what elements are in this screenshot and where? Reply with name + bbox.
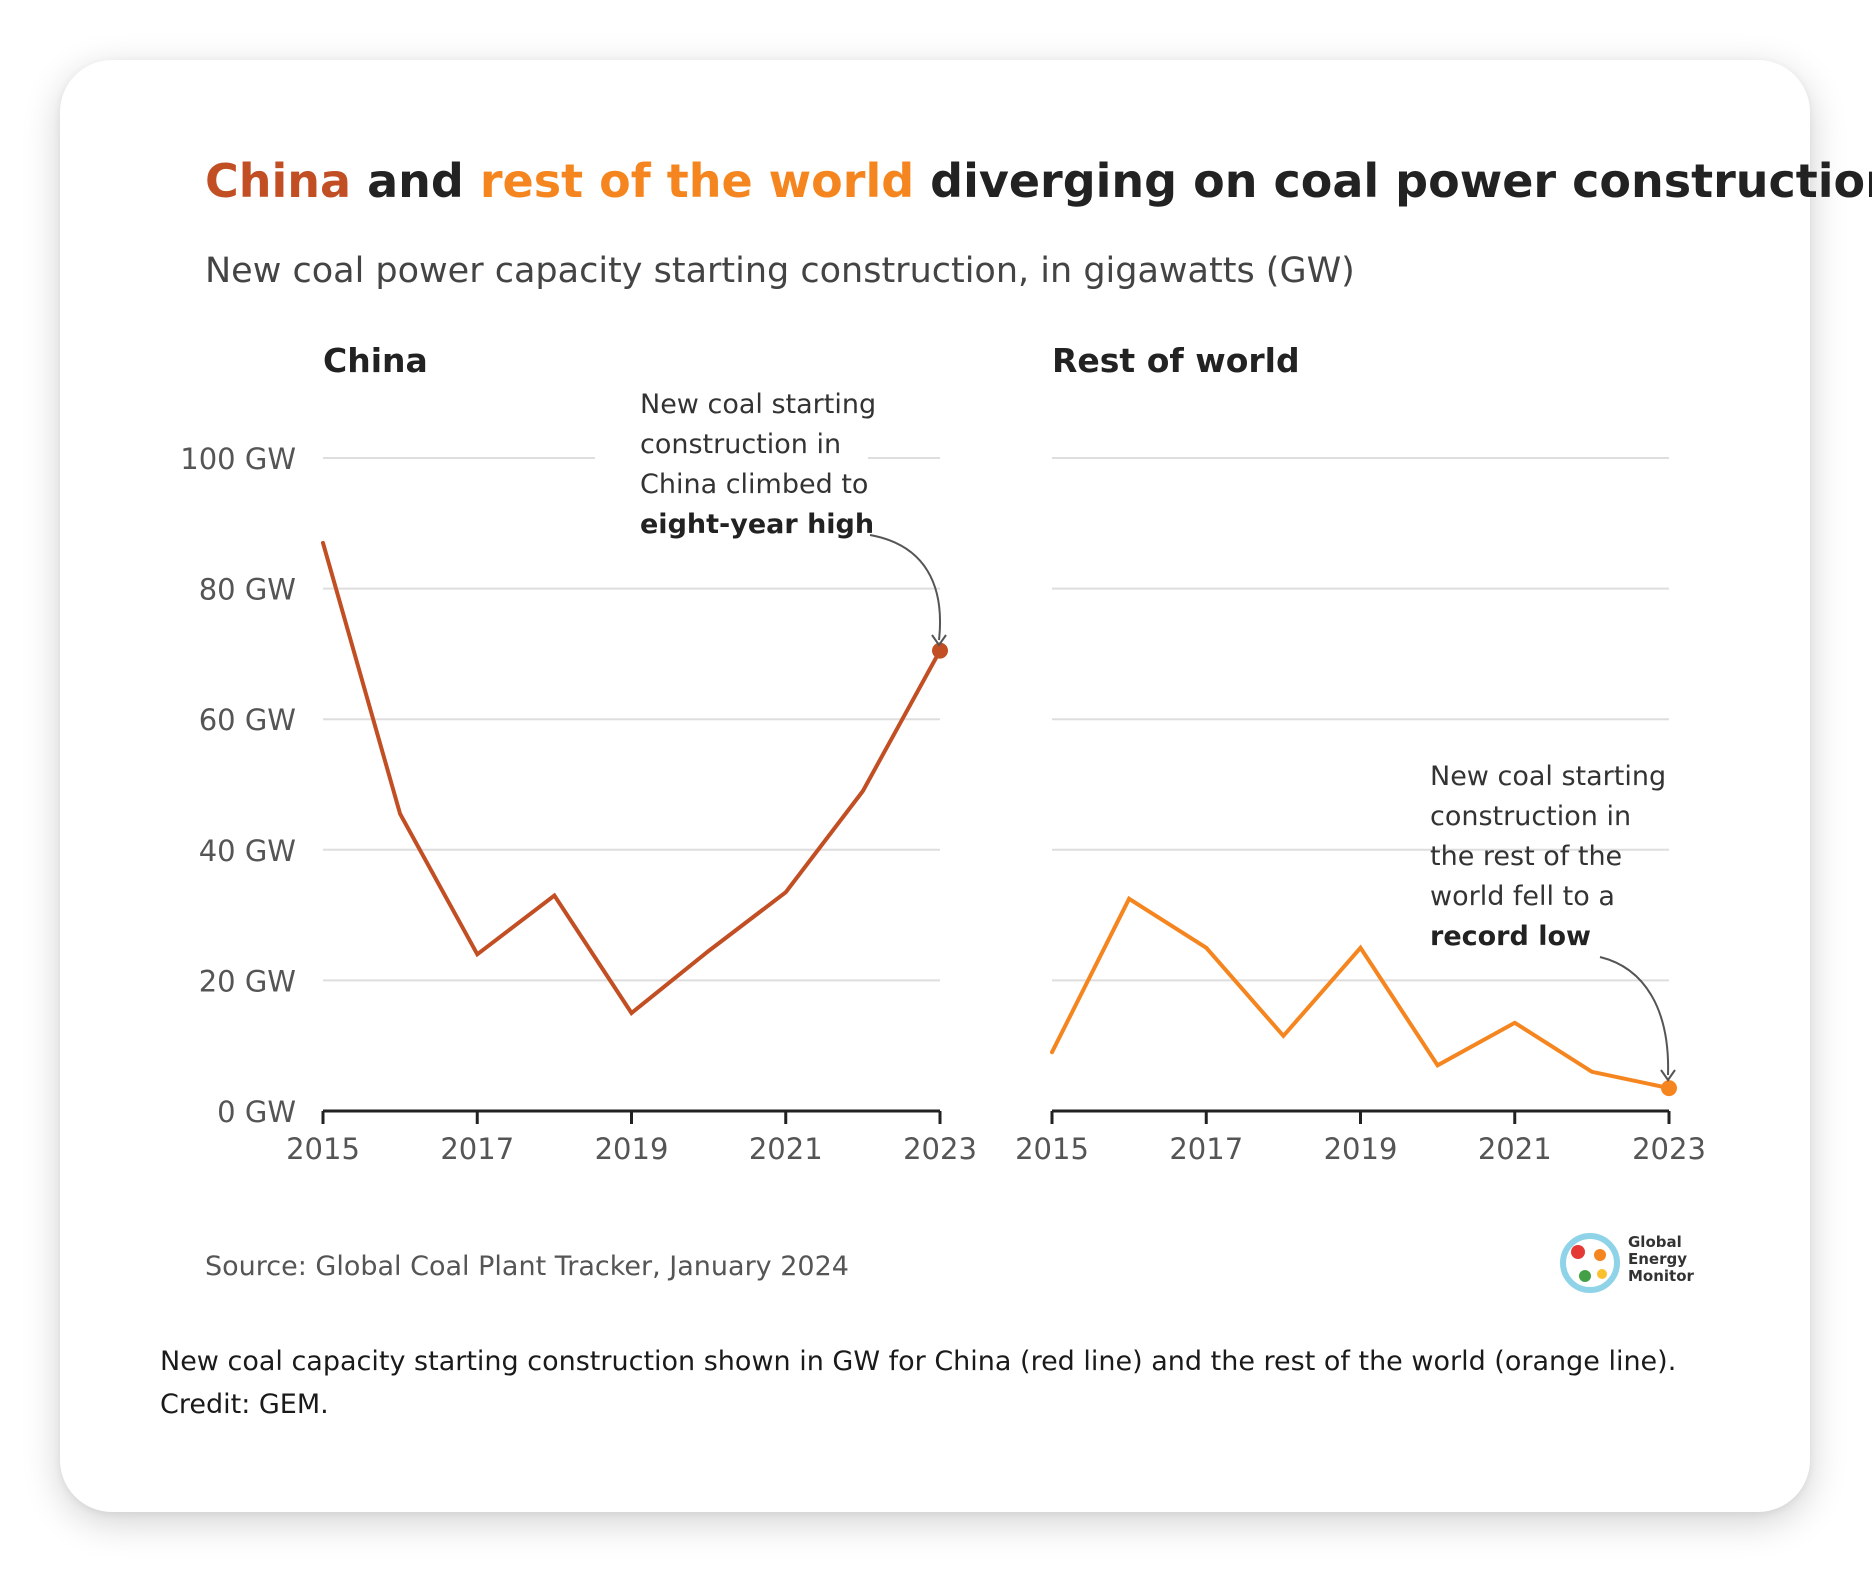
series-line — [321, 540, 942, 1016]
chart-title: China and rest of the world diverging on… — [205, 154, 1872, 208]
annotation-bold: record low — [1430, 921, 1591, 952]
logo-line-2: Energy — [1628, 1250, 1687, 1268]
title-and: and — [351, 154, 480, 208]
annotation-line: the rest of the — [1430, 841, 1622, 872]
y-tick-label: 80 GW — [199, 573, 296, 607]
chart-card — [60, 60, 1810, 1512]
panel-title: China — [323, 341, 428, 380]
annotation-line: construction in — [640, 429, 841, 460]
logo-line-3: Monitor — [1628, 1267, 1695, 1285]
end-point-marker — [932, 642, 948, 659]
globe-icon — [1560, 1233, 1620, 1293]
annotation-line: construction in — [1430, 801, 1631, 832]
title-china: China — [205, 154, 351, 208]
globe-yellow-icon — [1597, 1269, 1607, 1279]
panel-title: Rest of world — [1052, 341, 1300, 380]
logo-line-1: Global — [1628, 1233, 1682, 1251]
series-line — [1050, 895, 1671, 1091]
x-tick-label: 2023 — [1632, 1132, 1706, 1166]
y-tick-label: 0 GW — [217, 1095, 296, 1129]
china-panel: China 0 GW 20 GW 40 GW 60 GW 80 GW 100 GW 2015 2… — [180, 341, 977, 1166]
gem-logo: Global Energy Monitor — [1560, 1233, 1695, 1293]
annotation-line: New coal starting — [640, 389, 876, 420]
globe-red-icon — [1571, 1245, 1585, 1259]
annotation-bold: eight-year high — [640, 509, 874, 540]
y-tick-label: 100 GW — [180, 442, 296, 476]
source-note: Source: Global Coal Plant Tracker, Janua… — [205, 1251, 849, 1282]
x-tick-label: 2023 — [903, 1132, 977, 1166]
x-tick-label: 2019 — [1324, 1132, 1398, 1166]
annotation-arrow — [869, 534, 941, 641]
x-tick-label: 2019 — [595, 1132, 669, 1166]
arrow-head — [931, 634, 947, 647]
x-tick-label: 2021 — [1478, 1132, 1552, 1166]
y-tick-label: 20 GW — [199, 964, 296, 998]
y-tick-label: 40 GW — [199, 834, 296, 868]
annotation-line: New coal starting — [1430, 761, 1666, 792]
globe-orange-icon — [1594, 1249, 1606, 1261]
end-point-marker — [1661, 1080, 1677, 1097]
annotation-line: China climbed to — [640, 469, 868, 500]
x-tick-label: 2015 — [286, 1132, 360, 1166]
globe-green-icon — [1579, 1270, 1591, 1282]
arrow-head — [1660, 1069, 1676, 1082]
x-tick-label: 2017 — [440, 1132, 514, 1166]
annotation-line: world fell to a — [1430, 881, 1615, 912]
rest-of-world-panel: Rest of world 2015 2017 2019 2021 2023 New coa… — [1015, 341, 1706, 1166]
x-tick-label: 2017 — [1169, 1132, 1243, 1166]
x-tick-label: 2015 — [1015, 1132, 1089, 1166]
figure-caption: New coal capacity starting construction … — [160, 1346, 1677, 1420]
annotation-arrow — [1599, 956, 1670, 1076]
logo-text: Global Energy Monitor — [1628, 1233, 1695, 1285]
y-tick-label: 60 GW — [199, 703, 296, 737]
x-tick-label: 2021 — [749, 1132, 823, 1166]
title-rest: rest of the world — [480, 154, 914, 208]
title-rest-of: diverging on coal power construction — [914, 154, 1872, 208]
chart-subtitle: New coal power capacity starting constru… — [205, 251, 1355, 291]
